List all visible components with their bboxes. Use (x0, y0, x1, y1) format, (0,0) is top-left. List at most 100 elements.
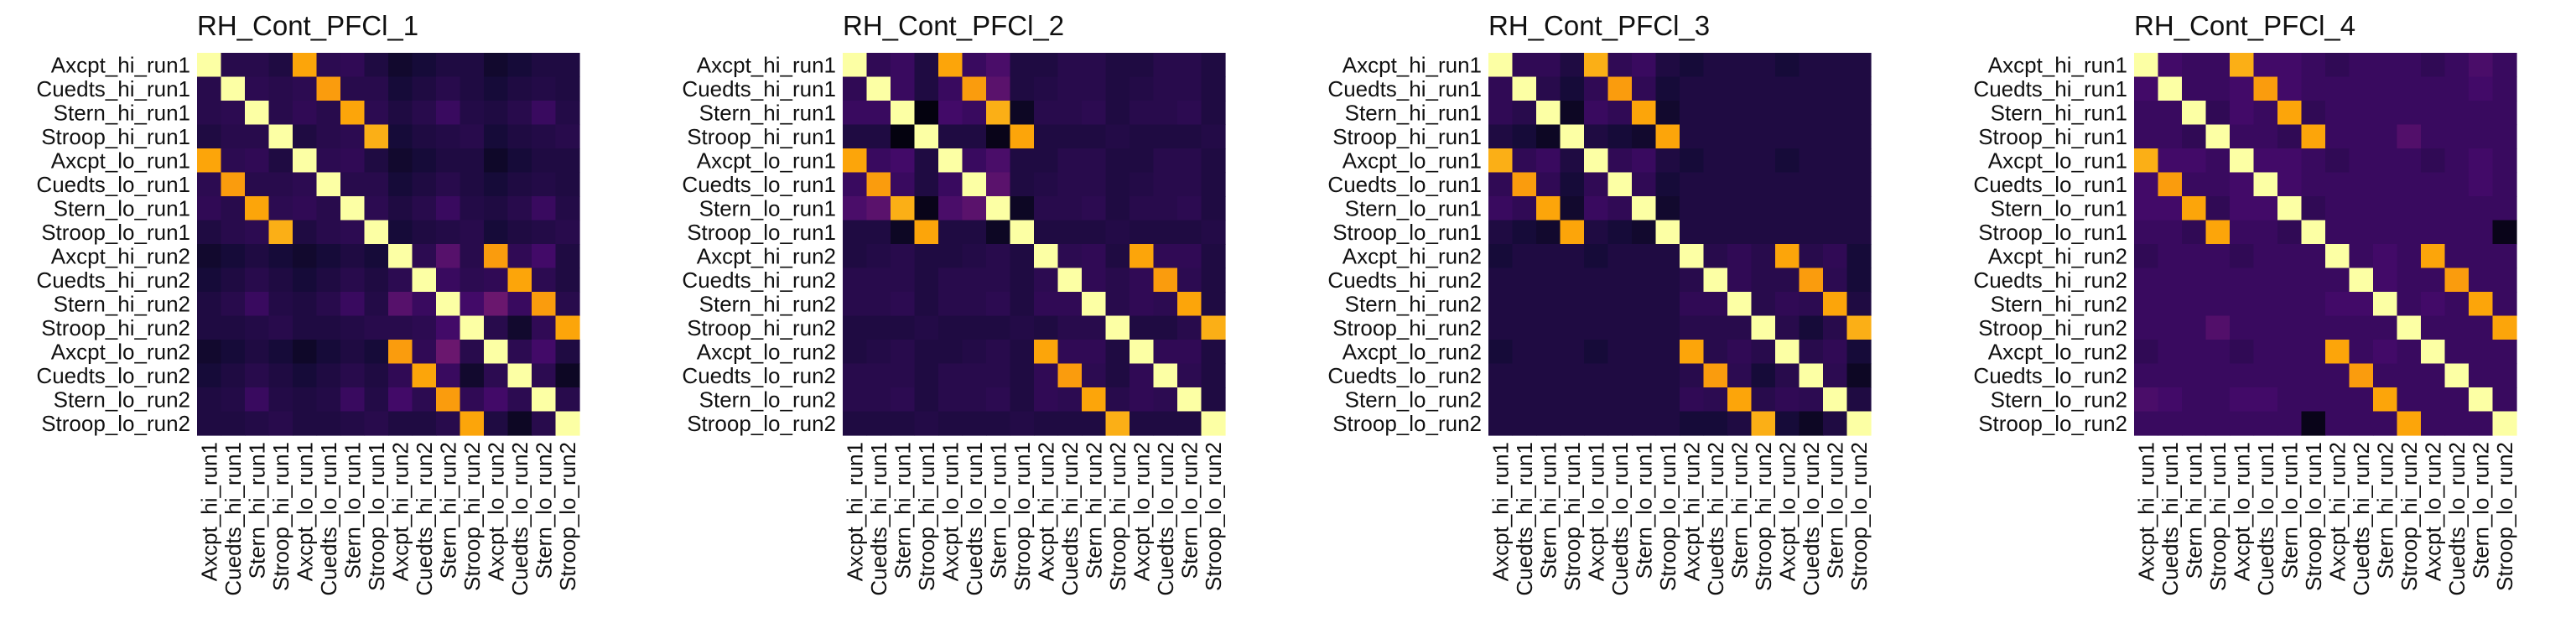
panel-4-row-label: Cuedts_hi_run2 (1973, 267, 2127, 293)
panel-1-cell-r5-c3 (245, 148, 270, 174)
panel-1-cell-r13-c15 (532, 340, 557, 365)
panel-3-cell-r4-c1 (1488, 124, 1514, 149)
panel-3-cell-r10-c4 (1560, 267, 1585, 293)
panel-3-col-label: Axcpt_lo_run2 (1774, 442, 1800, 581)
panel-1-cell-r11-c4 (268, 292, 293, 317)
panel-3-cell-r16-c6 (1607, 411, 1633, 436)
panel-3-cell-r3-c1 (1488, 101, 1514, 126)
panel-3-cell-r10-c14 (1799, 267, 1824, 293)
panel-1-cell-r15-c10 (412, 387, 437, 413)
panel-4-cell-r1-c15 (2469, 53, 2494, 78)
panel-4-cell-r6-c5 (2230, 172, 2255, 197)
panel-1-cell-r15-c6 (316, 387, 341, 413)
panel-1-cell-r5-c15 (532, 148, 557, 174)
panel-4-cell-r13-c9 (2325, 340, 2350, 365)
panel-2-cell-r13-c15 (1177, 340, 1202, 365)
panel-2-cell-r2-c7 (986, 76, 1011, 101)
panel-2-cell-r16-c4 (914, 411, 939, 436)
panel-2-cell-r8-c9 (1034, 220, 1059, 245)
panel-2-row-label: Stern_lo_run2 (699, 387, 836, 412)
panel-3-cell-r15-c4 (1560, 387, 1585, 413)
panel-3-cell-r1-c11 (1727, 53, 1753, 78)
panel-3-cell-r1-c12 (1751, 53, 1776, 78)
panel-1-cell-r5-c1 (197, 148, 222, 174)
panel-3-cell-r7-c9 (1680, 196, 1705, 221)
panel-2-cell-r9-c4 (914, 244, 939, 269)
panel-2-cell-r7-c15 (1177, 196, 1202, 221)
panel-1-cell-r13-c1 (197, 340, 222, 365)
panel-2-cell-r16-c1 (843, 411, 868, 436)
panel-1-cell-r8-c4 (268, 220, 293, 245)
panel-4-cell-r3-c15 (2469, 101, 2494, 126)
panel-1-cell-r11-c10 (412, 292, 437, 317)
panel-3-col-label: Stroop_lo_run2 (1846, 442, 1872, 591)
panel-3-cell-r15-c3 (1536, 387, 1561, 413)
panel-4-cell-r3-c7 (2277, 101, 2303, 126)
panel-4-cell-r11-c6 (2253, 292, 2278, 317)
panel-4-row-labels: Axcpt_hi_run1Cuedts_hi_run1Stern_hi_run1… (1973, 52, 2127, 436)
panel-2-col-labels: Axcpt_hi_run1Cuedts_hi_run1Stern_hi_run1… (842, 442, 1226, 596)
panel-4-cell-r8-c6 (2253, 220, 2278, 245)
panel-1-cell-r3-c6 (316, 101, 341, 126)
panel-3-cell-r7-c16 (1846, 196, 1872, 221)
panel-2-col-label: Cuedts_hi_run2 (1057, 442, 1083, 596)
panel-4-cell-r4-c1 (2134, 124, 2159, 149)
panel-1-col-label: Stern_hi_run2 (435, 442, 460, 579)
panel-4-title: RH_Cont_PFCl_4 (2134, 10, 2355, 41)
panel-3-cell-r1-c2 (1512, 53, 1537, 78)
panel-1-cell-r12-c8 (364, 315, 389, 340)
panel-1-cell-r10-c6 (316, 267, 341, 293)
panel-2-cell-r1-c6 (962, 53, 987, 78)
panel-3-cell-r14-c7 (1632, 363, 1657, 388)
panel-3-cell-r14-c3 (1536, 363, 1561, 388)
panel-1-cell-r16-c14 (507, 411, 532, 436)
panel-1-cell-r1-c10 (412, 53, 437, 78)
panel-4-row-label: Stern_hi_run2 (1991, 291, 2127, 316)
panel-1-cell-r16-c8 (364, 411, 389, 436)
panel-3-cell-r11-c11 (1727, 292, 1753, 317)
panel-2-cell-r10-c1 (843, 267, 868, 293)
panel-2-cell-r14-c7 (986, 363, 1011, 388)
panel-4-row-label: Axcpt_hi_run1 (1988, 52, 2127, 77)
panel-4-cell-r11-c16 (2492, 292, 2517, 317)
panel-1-cell-r9-c4 (268, 244, 293, 269)
panel-2-cell-r1-c11 (1082, 53, 1107, 78)
panel-1-cell-r13-c3 (245, 340, 270, 365)
panel-4-cell-r6-c6 (2253, 172, 2278, 197)
panel-2-cell-r4-c9 (1034, 124, 1059, 149)
panel-4-cell-r6-c7 (2277, 172, 2303, 197)
panel-1-col-label: Stroop_lo_run1 (364, 442, 389, 591)
panel-1-cell-r10-c14 (507, 267, 532, 293)
panel-2-cell-r11-c1 (843, 292, 868, 317)
panel-4-cell-r2-c6 (2253, 76, 2278, 101)
panel-3-cell-r12-c10 (1703, 315, 1728, 340)
panel-2-cell-r4-c11 (1082, 124, 1107, 149)
panel-4-cell-r8-c14 (2444, 220, 2470, 245)
panel-4-cell-r16-c6 (2253, 411, 2278, 436)
panel-3-cell-r8-c6 (1607, 220, 1633, 245)
panel-2-cell-r10-c12 (1105, 267, 1130, 293)
panel-1-cell-r5-c5 (293, 148, 318, 174)
panel-1-col-label: Stroop_hi_run1 (268, 442, 293, 591)
panel-3-cell-r4-c6 (1607, 124, 1633, 149)
panel-2-cell-r2-c2 (866, 76, 891, 101)
panel-4-cell-r14-c8 (2301, 363, 2326, 388)
panel-3-cell-r5-c8 (1655, 148, 1680, 174)
panel-4-cell-r16-c2 (2158, 411, 2183, 436)
panel-1-cell-r11-c15 (532, 292, 557, 317)
panel-3-cell-r1-c6 (1607, 53, 1633, 78)
panel-1-cell-r2-c12 (460, 76, 485, 101)
panel-3-cell-r8-c8 (1655, 220, 1680, 245)
panel-3-cell-r16-c8 (1655, 411, 1680, 436)
panel-1-cell-r2-c4 (268, 76, 293, 101)
panel-3-cell-r6-c9 (1680, 172, 1705, 197)
panel-1-col-label: Cuedts_lo_run2 (507, 442, 532, 596)
panel-1-col-label: Stern_lo_run2 (531, 442, 556, 579)
panel-2-cell-r15-c1 (843, 387, 868, 413)
panel-1-cell-r12-c9 (388, 315, 413, 340)
panel-3-cell-r12-c14 (1799, 315, 1824, 340)
panel-2-cell-r10-c11 (1082, 267, 1107, 293)
panel-3-cell-r7-c14 (1799, 196, 1824, 221)
panel-1-cell-r16-c15 (532, 411, 557, 436)
panel-4-cell-r6-c3 (2182, 172, 2207, 197)
